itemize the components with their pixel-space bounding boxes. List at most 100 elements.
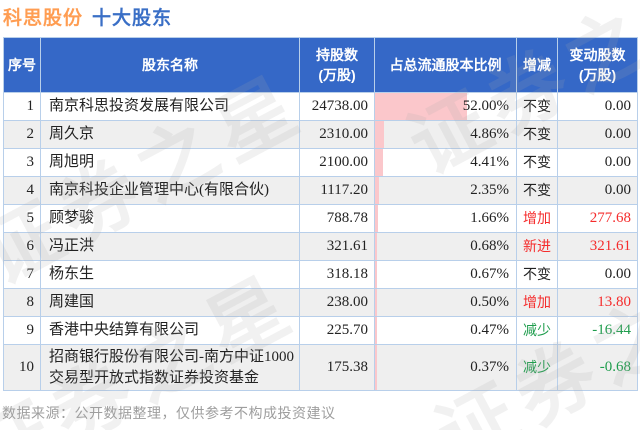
shares-changed-cell: -16.44 [557, 316, 638, 345]
rank-cell: 7 [3, 260, 41, 289]
rank-cell: 2 [3, 120, 41, 149]
pct-cell: 2.35% [374, 176, 517, 205]
percent-bar [375, 121, 384, 148]
table-row: 4 南京科投企业管理中心(有限合伙) 1117.20 2.35% 不变 0.00 [3, 176, 638, 205]
percent-bar [375, 233, 377, 260]
table-row: 5 顾梦骏 788.78 1.66% 增加 277.68 [3, 204, 638, 233]
shareholder-name-cell: 冯正洪 [40, 232, 300, 261]
shares-changed-cell: 13.80 [557, 288, 638, 317]
shares-held-cell: 318.18 [299, 260, 375, 289]
stock-name: 科思股份 [3, 8, 84, 29]
shares-changed-cell: 0.00 [557, 120, 638, 149]
rank-cell: 8 [3, 288, 41, 317]
change-direction-cell: 减少 [516, 316, 558, 345]
change-direction-cell: 不变 [516, 176, 558, 205]
percent-bar [375, 289, 377, 316]
shareholder-name-cell: 香港中央结算有限公司 [40, 316, 300, 345]
pct-cell: 0.47% [374, 316, 517, 345]
percent-bar [375, 261, 377, 288]
table-row: 1 南京科思投资发展有限公司 24738.00 52.00% 不变 0.00 [3, 92, 638, 121]
shares-changed-cell: 0.00 [557, 92, 638, 121]
rank-cell: 1 [3, 92, 41, 121]
change-direction-cell: 减少 [516, 344, 558, 391]
table-header-row: 序号 股东名称 持股数 (万股) 占总流通股本比例 增减 变动股数 (万股) [3, 37, 638, 93]
rank-cell: 4 [3, 176, 41, 205]
table-row: 2 周久京 2310.00 4.86% 不变 0.00 [3, 120, 638, 149]
shareholder-name-cell: 周久京 [40, 120, 300, 149]
header-change-direction: 增减 [516, 37, 558, 93]
rank-cell: 9 [3, 316, 41, 345]
shares-changed-cell: 0.00 [557, 148, 638, 177]
percent-bar [375, 345, 377, 390]
percent-bar [375, 149, 383, 176]
pct-cell: 52.00% [374, 92, 517, 121]
shares-changed-cell: -0.68 [557, 344, 638, 391]
header-no: 序号 [3, 37, 41, 93]
pct-value: 4.86% [470, 126, 509, 143]
header-shareholder-name: 股东名称 [40, 37, 300, 93]
change-direction-cell: 增加 [516, 288, 558, 317]
table-row: 3 周旭明 2100.00 4.41% 不变 0.00 [3, 148, 638, 177]
header-shares-changed: 变动股数 (万股) [557, 37, 638, 93]
shares-held-cell: 175.38 [299, 344, 375, 391]
rank-cell: 5 [3, 204, 41, 233]
shares-changed-cell: 277.68 [557, 204, 638, 233]
shareholder-name-cell: 招商银行股份有限公司-南方中证1000交易型开放式指数证券投资基金 [40, 344, 300, 391]
pct-value: 0.68% [470, 238, 509, 255]
header-pct-of-float: 占总流通股本比例 [374, 37, 517, 93]
table-row: 10 招商银行股份有限公司-南方中证1000交易型开放式指数证券投资基金 175… [3, 344, 638, 391]
pct-cell: 0.50% [374, 288, 517, 317]
pct-value: 1.66% [470, 210, 509, 227]
rank-cell: 6 [3, 232, 41, 261]
page-title: 科思股份 十大股东 [3, 3, 172, 30]
table-row: 6 冯正洪 321.61 0.68% 新进 321.61 [3, 232, 638, 261]
title-suffix: 十大股东 [92, 8, 173, 29]
table-row: 9 香港中央结算有限公司 225.70 0.47% 减少 -16.44 [3, 316, 638, 345]
shares-held-cell: 24738.00 [299, 92, 375, 121]
rank-cell: 3 [3, 148, 41, 177]
shareholder-name-cell: 周旭明 [40, 148, 300, 177]
shareholder-name-cell: 顾梦骏 [40, 204, 300, 233]
pct-value: 0.37% [470, 359, 509, 376]
percent-bar [375, 93, 467, 120]
pct-value: 2.35% [470, 182, 509, 199]
percent-bar [375, 317, 377, 344]
disclaimer-text: 数据来源：公开数据整理，仅供参考不构成投资建议 [2, 405, 336, 421]
header-shares-held: 持股数 (万股) [299, 37, 375, 93]
table-row: 7 杨东生 318.18 0.67% 不变 0.00 [3, 260, 638, 289]
shareholders-table: 序号 股东名称 持股数 (万股) 占总流通股本比例 增减 变动股数 (万股) 1… [3, 37, 638, 391]
pct-cell: 1.66% [374, 204, 517, 233]
pct-value: 52.00% [462, 98, 509, 115]
pct-value: 0.67% [470, 266, 509, 283]
shares-held-cell: 2310.00 [299, 120, 375, 149]
shareholder-name-cell: 杨东生 [40, 260, 300, 289]
shareholder-name-cell: 南京科思投资发展有限公司 [40, 92, 300, 121]
shares-held-cell: 225.70 [299, 316, 375, 345]
shares-held-cell: 788.78 [299, 204, 375, 233]
shares-held-cell: 321.61 [299, 232, 375, 261]
shareholder-name-cell: 南京科投企业管理中心(有限合伙) [40, 176, 300, 205]
pct-cell: 0.37% [374, 344, 517, 391]
change-direction-cell: 增加 [516, 204, 558, 233]
pct-cell: 4.86% [374, 120, 517, 149]
shares-held-cell: 1117.20 [299, 176, 375, 205]
pct-value: 4.41% [470, 154, 509, 171]
change-direction-cell: 不变 [516, 120, 558, 149]
pct-cell: 0.68% [374, 232, 517, 261]
shares-held-cell: 238.00 [299, 288, 375, 317]
change-direction-cell: 不变 [516, 148, 558, 177]
change-direction-cell: 不变 [516, 260, 558, 289]
rank-cell: 10 [3, 344, 41, 391]
shares-held-cell: 2100.00 [299, 148, 375, 177]
table-row: 8 周建国 238.00 0.50% 增加 13.80 [3, 288, 638, 317]
shares-changed-cell: 0.00 [557, 260, 638, 289]
percent-bar [375, 205, 378, 232]
change-direction-cell: 新进 [516, 232, 558, 261]
pct-value: 0.47% [470, 322, 509, 339]
pct-cell: 0.67% [374, 260, 517, 289]
shareholder-name-cell: 周建国 [40, 288, 300, 317]
shares-changed-cell: 0.00 [557, 176, 638, 205]
pct-cell: 4.41% [374, 148, 517, 177]
change-direction-cell: 不变 [516, 92, 558, 121]
